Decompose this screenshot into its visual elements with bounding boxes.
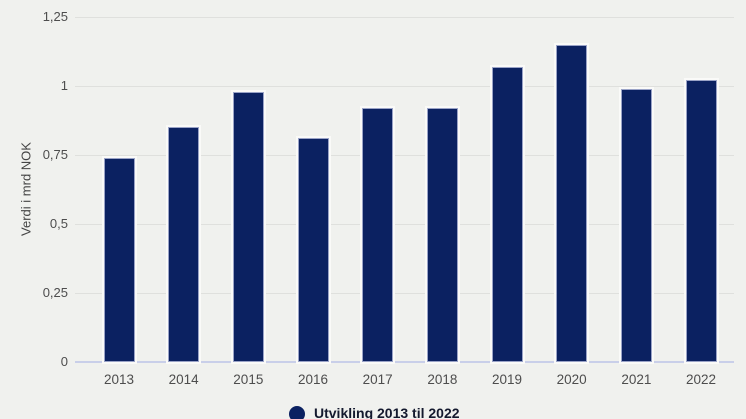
gridline	[75, 155, 734, 156]
bar-2015	[232, 91, 264, 362]
x-tick-label-2018: 2018	[427, 372, 458, 387]
gridline	[75, 86, 734, 87]
y-tick-label-0,5: 0,5	[49, 216, 68, 231]
y-tick-label-0: 0	[60, 354, 68, 369]
gridline	[75, 224, 734, 225]
bar-2021	[620, 88, 652, 362]
legend-marker-icon	[289, 406, 305, 419]
bar-2020	[556, 44, 588, 362]
bar-2013	[103, 157, 135, 362]
bar-2022	[685, 80, 717, 362]
bar-2019	[491, 66, 523, 362]
bar-2018	[426, 108, 458, 362]
y-axis-title: Verdi i mrd NOK	[18, 142, 34, 236]
x-tick-label-2015: 2015	[233, 372, 264, 387]
gridline	[75, 293, 734, 294]
bar-2014	[168, 127, 200, 362]
legend-label: Utvikling 2013 til 2022	[314, 405, 460, 419]
y-tick-label-0,75: 0,75	[42, 147, 68, 162]
x-tick-label-2013: 2013	[103, 372, 135, 387]
x-tick-label-2014: 2014	[168, 372, 199, 387]
chart-legend: Utvikling 2013 til 2022	[289, 404, 460, 419]
y-tick-label-1: 1	[60, 78, 68, 93]
bar-2017	[362, 108, 394, 362]
x-tick-label-2021: 2021	[621, 372, 652, 387]
x-tick-label-2017: 2017	[362, 372, 393, 387]
x-tick-label-2022: 2022	[685, 372, 717, 387]
y-tick-label-0,25: 0,25	[42, 285, 68, 300]
bar-2016	[297, 138, 329, 362]
x-axis-line	[75, 361, 734, 363]
y-tick-label-1,25: 1,25	[42, 9, 68, 24]
x-tick-label-2020: 2020	[556, 372, 587, 387]
x-tick-label-2016: 2016	[297, 372, 329, 387]
x-tick-label-2019: 2019	[491, 372, 523, 387]
gridline	[75, 17, 734, 18]
